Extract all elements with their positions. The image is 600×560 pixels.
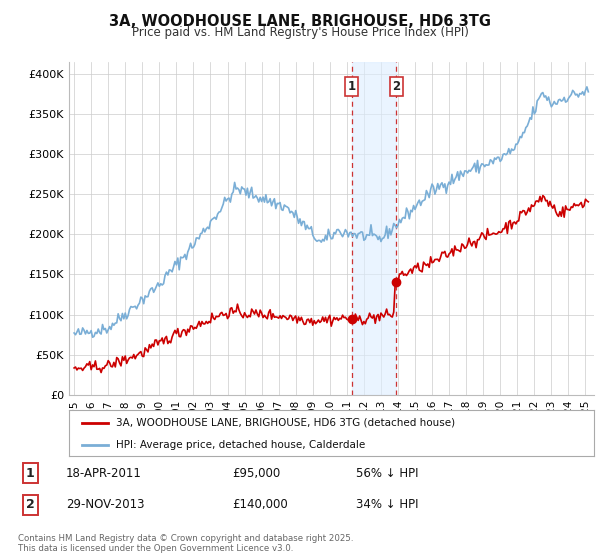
Text: 2: 2 bbox=[392, 80, 401, 93]
Text: 29-NOV-2013: 29-NOV-2013 bbox=[66, 498, 145, 511]
Text: Price paid vs. HM Land Registry's House Price Index (HPI): Price paid vs. HM Land Registry's House … bbox=[131, 26, 469, 39]
Text: 56% ↓ HPI: 56% ↓ HPI bbox=[356, 466, 419, 480]
Text: £95,000: £95,000 bbox=[232, 466, 281, 480]
Text: 1: 1 bbox=[348, 80, 356, 93]
Text: 34% ↓ HPI: 34% ↓ HPI bbox=[356, 498, 419, 511]
Text: 3A, WOODHOUSE LANE, BRIGHOUSE, HD6 3TG (detached house): 3A, WOODHOUSE LANE, BRIGHOUSE, HD6 3TG (… bbox=[116, 418, 455, 428]
Text: £140,000: £140,000 bbox=[232, 498, 288, 511]
Text: 18-APR-2011: 18-APR-2011 bbox=[66, 466, 142, 480]
Text: 2: 2 bbox=[26, 498, 35, 511]
Text: 3A, WOODHOUSE LANE, BRIGHOUSE, HD6 3TG: 3A, WOODHOUSE LANE, BRIGHOUSE, HD6 3TG bbox=[109, 14, 491, 29]
Text: 1: 1 bbox=[26, 466, 35, 480]
Bar bbox=[352, 62, 397, 395]
Text: HPI: Average price, detached house, Calderdale: HPI: Average price, detached house, Cald… bbox=[116, 440, 365, 450]
Text: Contains HM Land Registry data © Crown copyright and database right 2025.
This d: Contains HM Land Registry data © Crown c… bbox=[18, 534, 353, 553]
